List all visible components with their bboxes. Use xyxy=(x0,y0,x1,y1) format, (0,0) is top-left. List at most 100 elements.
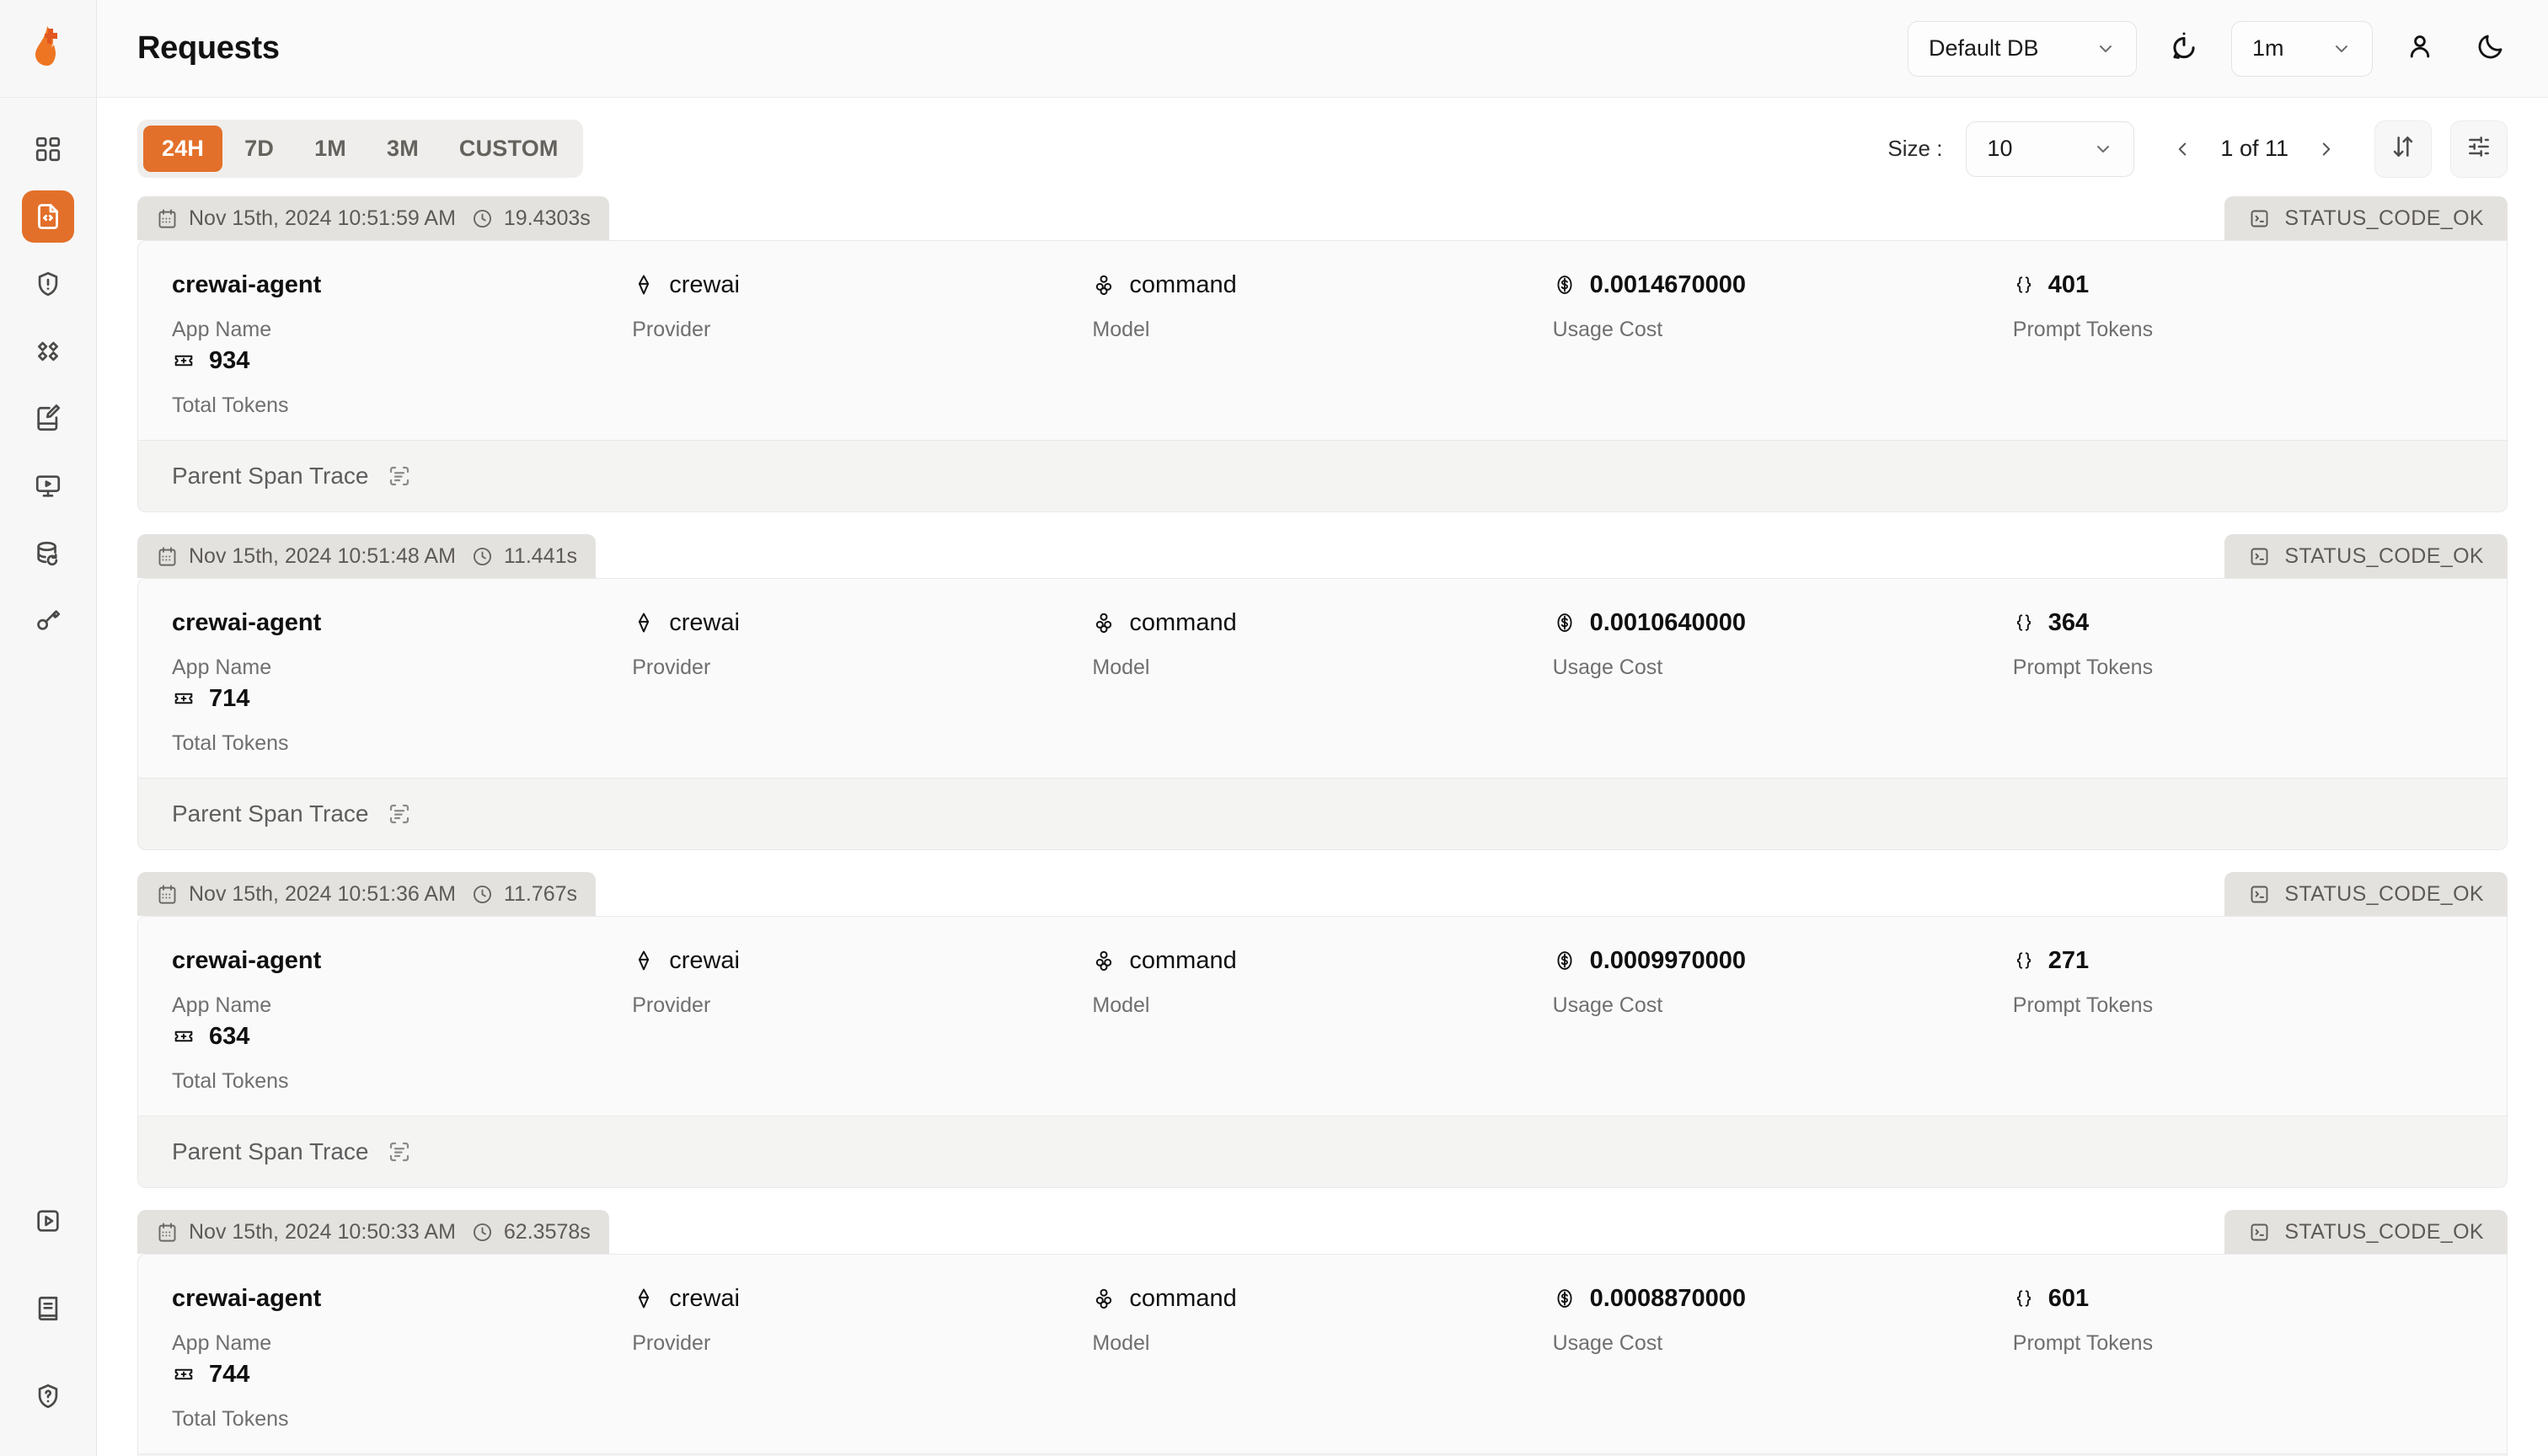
moon-icon xyxy=(2476,31,2506,66)
time-range-tab-3m[interactable]: 3M xyxy=(368,126,437,172)
request-card[interactable]: Nov 15th, 2024 10:51:59 AM 19.4303s STATUS… xyxy=(137,196,2508,512)
parent-span-trace-button[interactable]: Parent Span Trace xyxy=(137,1116,2508,1188)
chevron-down-icon xyxy=(2069,139,2113,159)
profile-button[interactable] xyxy=(2396,25,2444,72)
cell-total_tokens: 934 Total Tokens xyxy=(172,342,632,418)
diamonds-icon xyxy=(34,337,62,366)
terminal-square-icon xyxy=(2248,545,2271,568)
page-size-value: 10 xyxy=(1987,136,2013,161)
cell-text-app_name: crewai-agent xyxy=(172,270,322,298)
request-duration: 19.4303s xyxy=(471,206,591,231)
crewai-diamond-icon xyxy=(632,273,656,297)
sort-button[interactable] xyxy=(2374,120,2432,178)
cell-value-model: command xyxy=(1092,266,1552,303)
parent-span-trace-label: Parent Span Trace xyxy=(172,800,369,827)
theme-toggle-button[interactable] xyxy=(2467,25,2514,72)
sidebar-item-requests[interactable] xyxy=(22,190,74,243)
sidebar-item-exceptions[interactable] xyxy=(22,258,74,310)
cell-label-provider: Provider xyxy=(632,993,711,1017)
request-card-body: crewai-agent App Name crewai Provider comman… xyxy=(137,240,2508,440)
cell-value-prompt_tokens: 364 xyxy=(2013,604,2473,641)
cell-text-usage_cost: 0.0008870000 xyxy=(1589,1284,1747,1312)
cell-value-total_tokens: 934 xyxy=(172,342,632,379)
sidebar-item-prompt-hub[interactable] xyxy=(22,393,74,445)
time-range-tab-7d[interactable]: 7D xyxy=(226,126,292,172)
braces-icon xyxy=(2013,612,2035,634)
calendar-icon xyxy=(156,1221,179,1244)
request-card[interactable]: Nov 15th, 2024 10:51:48 AM 11.441s STATUS_… xyxy=(137,534,2508,850)
ticket-plus-icon xyxy=(172,349,195,372)
cell-label-app_name: App Name xyxy=(172,656,272,679)
cell-value-model: command xyxy=(1092,604,1552,641)
cell-text-prompt_tokens: 271 xyxy=(2048,946,2090,974)
cell-label-usage_cost: Usage Cost xyxy=(1552,993,1663,1017)
interval-select[interactable]: 1m xyxy=(2231,20,2373,77)
request-timestamp-text: Nov 15th, 2024 10:50:33 AM xyxy=(189,1219,456,1244)
sidebar-item-demo-video[interactable] xyxy=(22,1195,74,1247)
request-card[interactable]: Nov 15th, 2024 10:51:36 AM 11.767s STATUS_… xyxy=(137,872,2508,1188)
cell-app_name: crewai-agent App Name xyxy=(172,604,632,680)
parent-span-trace-button[interactable]: Parent Span Trace xyxy=(137,1453,2508,1456)
time-range-tab-1m[interactable]: 1M xyxy=(296,126,365,172)
ticket-plus-icon xyxy=(172,1025,195,1048)
cell-value-provider: crewai xyxy=(632,604,1092,641)
cell-value-app_name: crewai-agent xyxy=(172,604,632,641)
cell-value-provider: crewai xyxy=(632,1280,1092,1317)
request-card[interactable]: Nov 15th, 2024 10:50:33 AM 62.3578s STATUS… xyxy=(137,1210,2508,1456)
ticket-plus-icon xyxy=(172,687,195,710)
request-timestamp-text: Nov 15th, 2024 10:51:48 AM xyxy=(189,543,456,568)
cell-usage_cost: 0.0010640000 Usage Cost xyxy=(1553,604,2013,680)
cell-value-prompt_tokens: 401 xyxy=(2013,266,2473,303)
refresh-interval-button[interactable] xyxy=(2160,25,2208,72)
request-card-header: Nov 15th, 2024 10:51:36 AM 11.767s STATUS_… xyxy=(137,872,2508,916)
cell-label-usage_cost: Usage Cost xyxy=(1552,318,1663,341)
calendar-icon xyxy=(156,545,179,568)
chevron-right-icon[interactable] xyxy=(2310,135,2342,163)
cell-text-provider: crewai xyxy=(669,270,740,298)
chevron-left-icon[interactable] xyxy=(2166,135,2198,163)
dollar-circle-icon xyxy=(1553,611,1576,634)
requests-list: Nov 15th, 2024 10:51:59 AM 19.4303s STATUS… xyxy=(97,196,2548,1456)
sidebar-item-datasets[interactable] xyxy=(22,527,74,580)
cell-usage_cost: 0.0008870000 Usage Cost xyxy=(1553,1280,2013,1356)
braces-icon xyxy=(2013,1287,2035,1309)
cell-value-usage_cost: 0.0014670000 xyxy=(1553,266,2013,303)
cell-value-prompt_tokens: 271 xyxy=(2013,942,2473,979)
database-select[interactable]: Default DB xyxy=(1908,20,2137,77)
sidebar-item-dashboard[interactable] xyxy=(22,123,74,175)
sliders-icon xyxy=(2465,133,2492,164)
scan-text-icon[interactable] xyxy=(387,1139,412,1164)
sidebar-nav-top xyxy=(22,98,74,647)
request-timestamp: Nov 15th, 2024 10:50:33 AM xyxy=(156,1220,456,1245)
page-size-select[interactable]: 10 xyxy=(1966,120,2135,177)
sidebar-item-support[interactable] xyxy=(22,1370,74,1422)
page-size-label: Size : xyxy=(1887,136,1943,161)
cell-value-app_name: crewai-agent xyxy=(172,942,632,979)
time-range-tab-24h[interactable]: 24H xyxy=(143,126,223,172)
cell-provider: crewai Provider xyxy=(632,942,1092,1018)
sidebar-item-docs[interactable] xyxy=(22,1282,74,1335)
parent-span-trace-button[interactable]: Parent Span Trace xyxy=(137,778,2508,850)
cell-prompt_tokens: 271 Prompt Tokens xyxy=(2013,942,2473,1018)
cell-value-total_tokens: 744 xyxy=(172,1356,632,1393)
scan-text-icon[interactable] xyxy=(387,801,412,827)
sidebar-item-playground[interactable] xyxy=(22,460,74,512)
brand-logo[interactable] xyxy=(0,0,96,98)
request-timestamp: Nov 15th, 2024 10:51:48 AM xyxy=(156,544,456,569)
play-square-icon xyxy=(34,1207,62,1235)
cell-text-model: command xyxy=(1129,270,1237,298)
cell-prompt_tokens: 364 Prompt Tokens xyxy=(2013,604,2473,680)
status-badge-text: STATUS_CODE_OK xyxy=(2284,543,2484,568)
sidebar-item-vector-db[interactable] xyxy=(22,325,74,377)
braces-icon xyxy=(2013,950,2035,972)
request-meta-chip: Nov 15th, 2024 10:50:33 AM 62.3578s xyxy=(137,1210,609,1254)
scan-text-icon[interactable] xyxy=(387,463,412,489)
time-range-tab-custom[interactable]: CUSTOM xyxy=(441,126,577,172)
status-badge: STATUS_CODE_OK xyxy=(2224,1210,2508,1254)
cell-model: command Model xyxy=(1092,604,1552,680)
filter-button[interactable] xyxy=(2450,120,2508,178)
sidebar-item-api-keys[interactable] xyxy=(22,595,74,647)
cell-prompt_tokens: 601 Prompt Tokens xyxy=(2013,1280,2473,1356)
clock-icon xyxy=(471,207,494,230)
parent-span-trace-button[interactable]: Parent Span Trace xyxy=(137,440,2508,512)
